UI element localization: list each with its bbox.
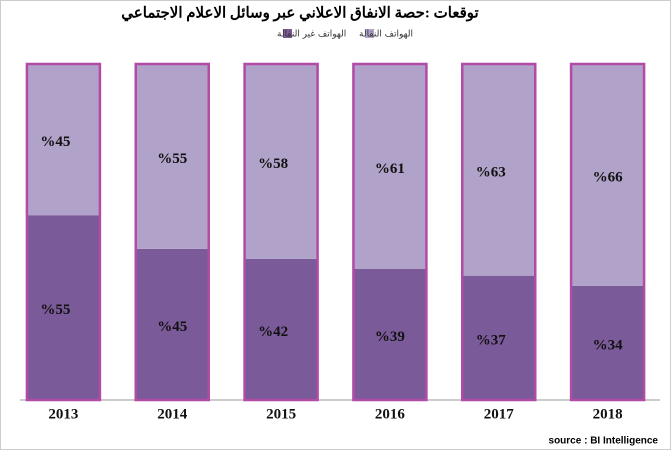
bar-segment (26, 215, 100, 400)
legend-label: الهواتف غير النقالة (277, 30, 346, 40)
value-label: %61 (375, 161, 405, 177)
value-label: %45 (157, 319, 187, 335)
x-tick-label: 2013 (48, 406, 78, 422)
value-label: %45 (40, 134, 70, 150)
bar-segment (462, 64, 536, 276)
bar-border (569, 62, 646, 402)
bar-border (352, 62, 428, 402)
value-label: %66 (593, 169, 624, 185)
value-label: %55 (40, 302, 70, 318)
bar-border (461, 62, 537, 402)
x-tick-label: 2018 (593, 406, 623, 422)
bar-segment (571, 285, 645, 400)
value-label: %34 (593, 337, 624, 353)
legend-label: الهواتف النقالة (359, 30, 413, 40)
chart-title: توقعات :حصة الانفاق الاعلاني عبر وسائل ا… (121, 5, 478, 22)
legend-swatch (283, 29, 292, 38)
bar-segment (353, 268, 427, 400)
value-label: %63 (476, 164, 506, 180)
x-tick-label: 2016 (375, 406, 406, 422)
x-tick-label: 2015 (266, 406, 296, 422)
bar-segment (135, 64, 209, 249)
bar-segment (353, 64, 427, 269)
bar-segment (244, 64, 318, 259)
x-tick-label: 2014 (157, 406, 188, 422)
value-label: %42 (258, 324, 288, 340)
value-label: %55 (157, 151, 187, 167)
bar-segment (462, 275, 536, 400)
bar-border (25, 62, 102, 402)
bar-segment (571, 64, 645, 286)
bar-segment (26, 64, 100, 216)
bar-segment (135, 248, 209, 400)
x-tick-label: 2017 (484, 406, 515, 422)
source: source : BI Intelligence (549, 436, 659, 447)
bar-segment (244, 258, 318, 400)
value-label: %37 (476, 332, 507, 348)
value-label: %39 (375, 329, 405, 345)
bar-border (243, 62, 319, 402)
legend-swatch (365, 29, 374, 38)
value-label: %58 (258, 156, 288, 172)
bar-border (134, 62, 210, 402)
